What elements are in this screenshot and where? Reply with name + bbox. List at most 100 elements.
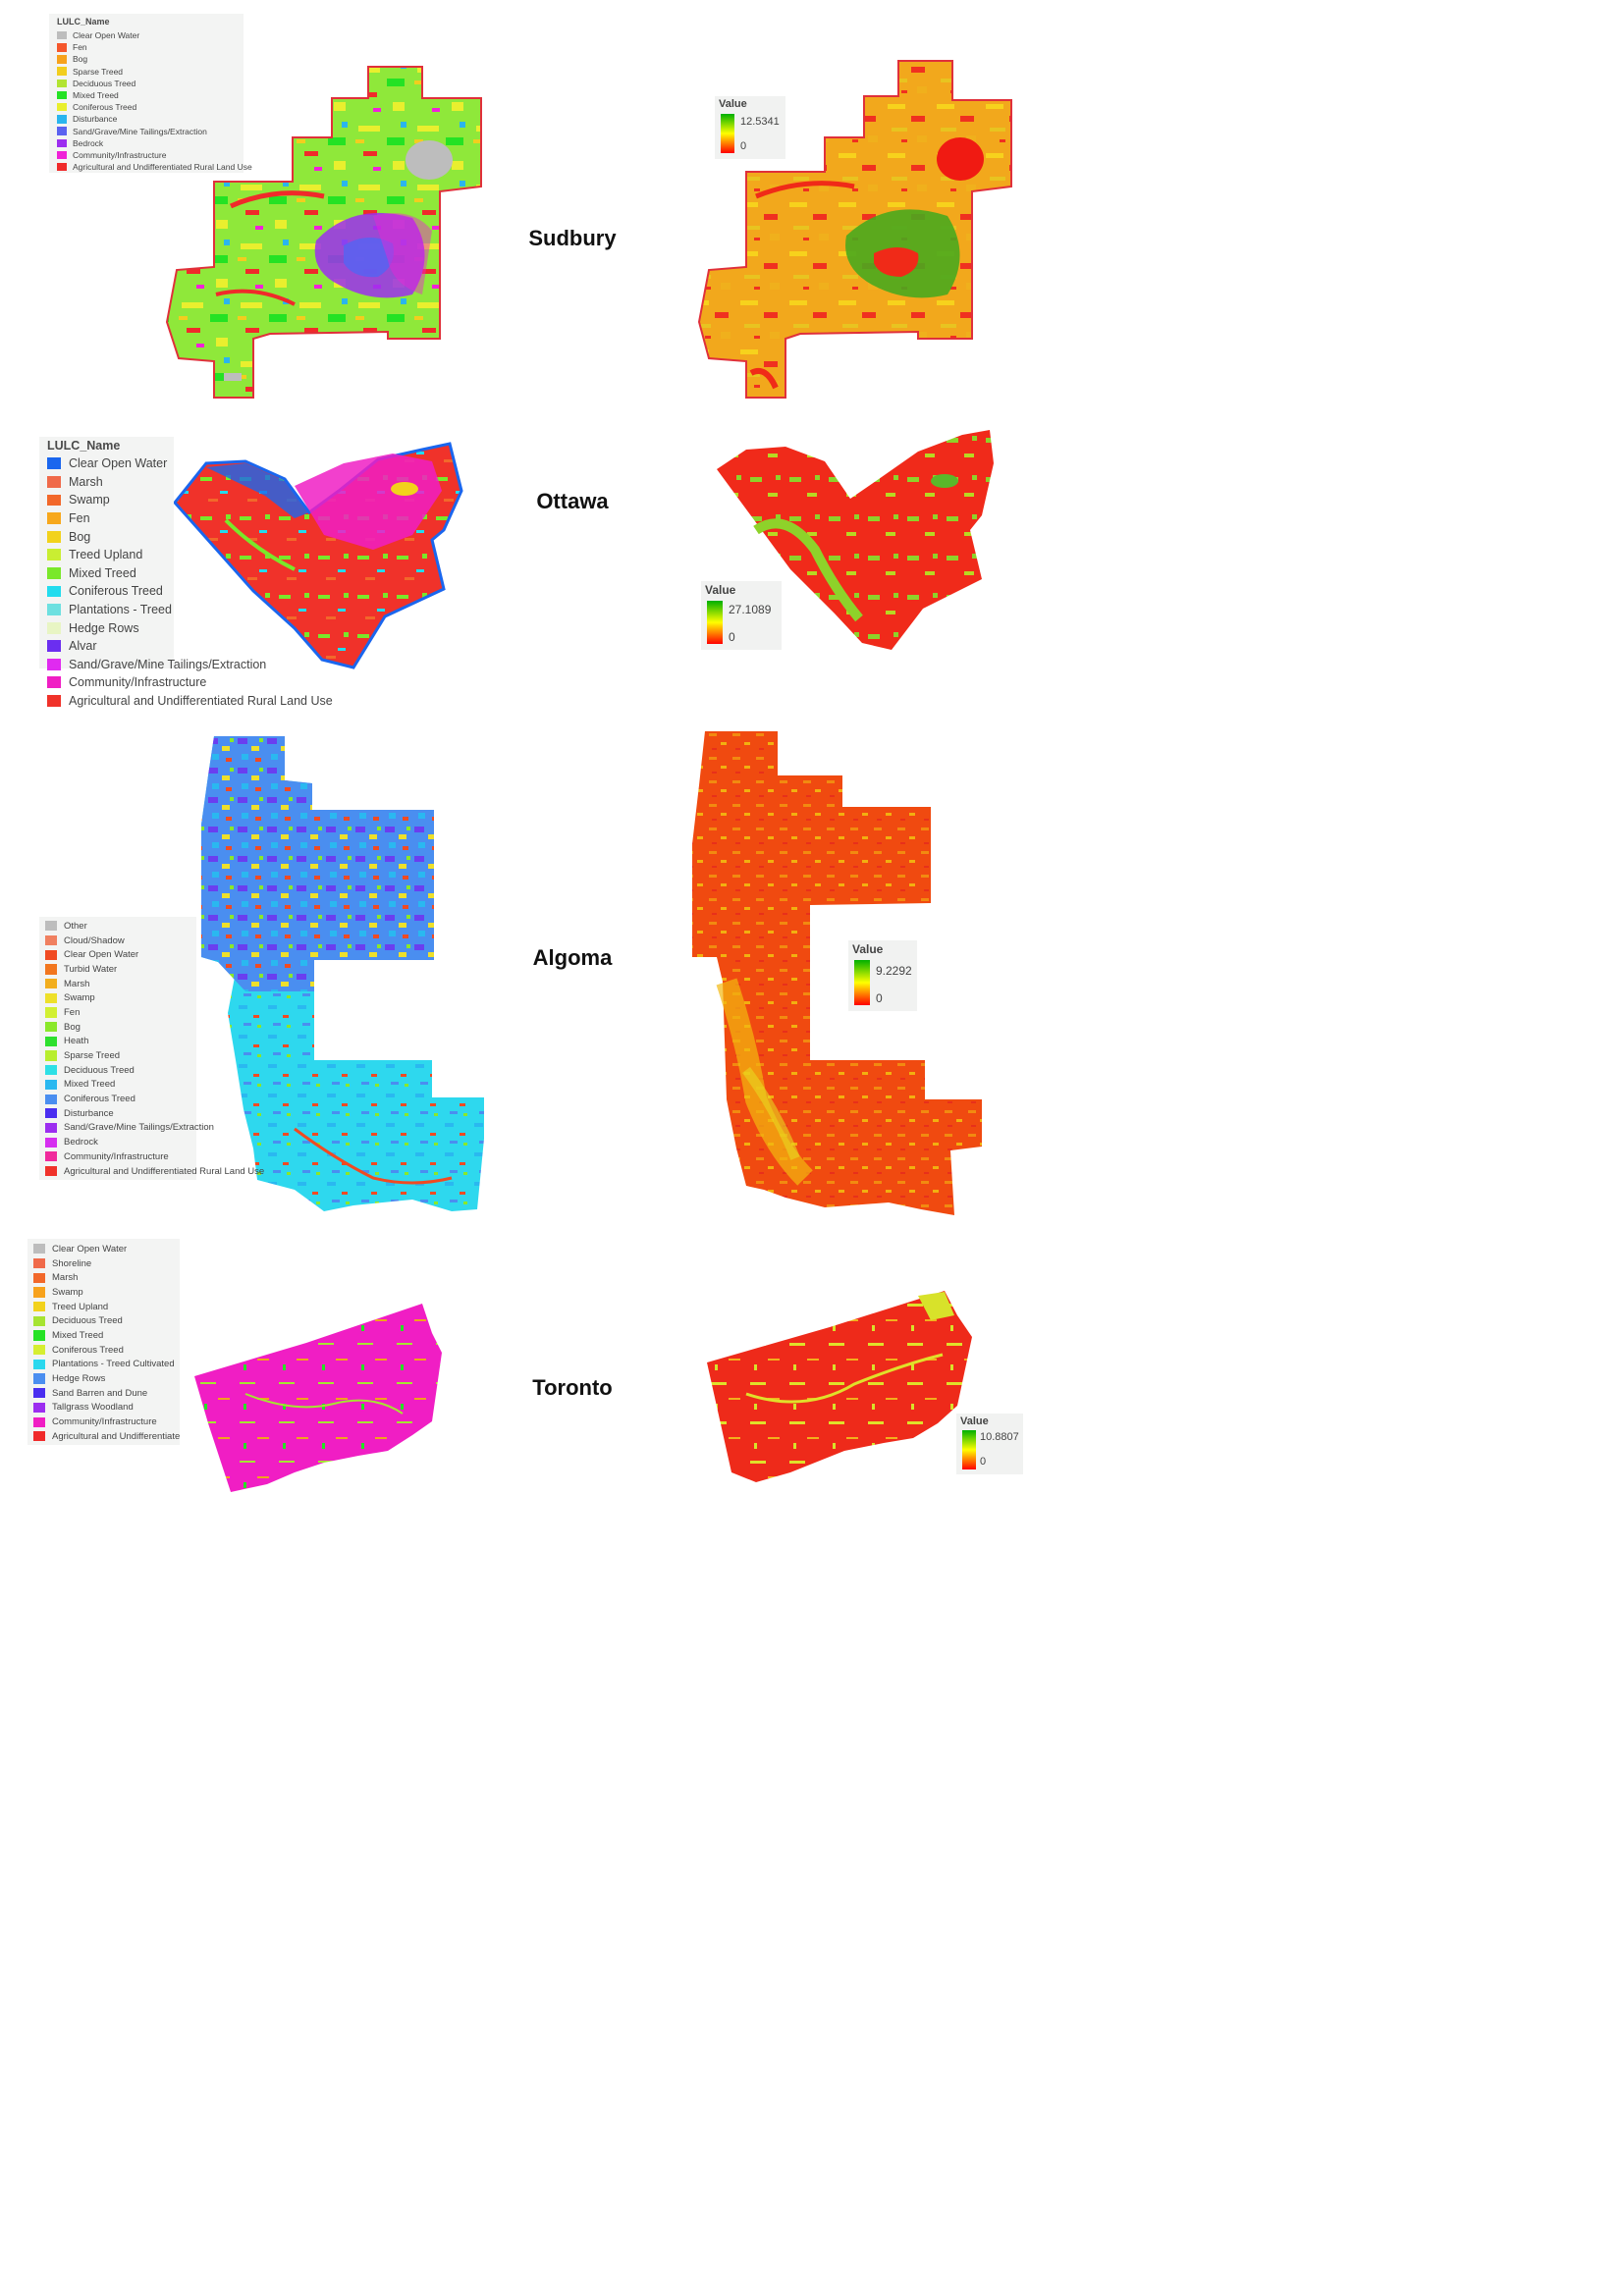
toronto-lulc-legend: Clear Open Water Shoreline Marsh Swamp Treed…	[27, 1239, 180, 1445]
legend-label: Mixed Treed	[64, 1079, 116, 1091]
legend-swatch	[33, 1359, 45, 1369]
legend-label: Marsh	[52, 1272, 79, 1284]
legend-label: Coniferous Treed	[52, 1344, 124, 1356]
legend-label: Clear Open Water	[73, 30, 140, 41]
legend-swatch	[45, 1094, 57, 1104]
legend-label: Disturbance	[64, 1107, 114, 1119]
legend-swatch	[47, 585, 61, 598]
legend-item: Plantations - Treed Cultivated	[33, 1358, 176, 1372]
legend-swatch	[33, 1373, 45, 1384]
legend-label: Clear Open Water	[69, 456, 168, 471]
legend-item: Turbid Water	[45, 962, 192, 977]
legend-item: Community/Infrastructure	[57, 149, 240, 161]
legend-label: Clear Open Water	[52, 1243, 128, 1255]
legend-swatch	[45, 1165, 57, 1177]
value-color-ramp	[854, 960, 870, 1005]
legend-label: Fen	[73, 42, 87, 53]
legend-swatch	[45, 1007, 57, 1018]
legend-item: Coniferous Treed	[45, 1092, 192, 1106]
legend-swatch	[57, 162, 67, 172]
legend-label: Fen	[69, 511, 90, 526]
legend-swatch	[45, 1022, 57, 1033]
legend-label: Swamp	[69, 493, 110, 507]
legend-swatch	[47, 621, 61, 634]
legend-item: Treed Upland	[47, 546, 170, 564]
legend-item: Fen	[57, 41, 240, 53]
legend-swatch	[33, 1345, 45, 1356]
legend-label: Sand/Grave/Mine Tailings/Extraction	[64, 1122, 214, 1134]
legend-swatch	[33, 1431, 45, 1442]
legend-item: Bog	[57, 53, 240, 65]
legend-swatch	[33, 1416, 45, 1427]
legend-item: Swamp	[33, 1285, 176, 1300]
legend-item: Sand/Grave/Mine Tailings/Extraction	[47, 656, 266, 674]
toronto-value-legend: Value 10.8807 0	[956, 1414, 1023, 1474]
legend-swatch	[57, 79, 67, 88]
legend-item: Agricultural and Undifferentiated Rural …	[57, 161, 252, 173]
legend-label: Mixed Treed	[52, 1329, 104, 1341]
legend-label: Sparse Treed	[64, 1050, 121, 1062]
legend-label: Sparse Treed	[73, 66, 124, 77]
legend-label: Sand Barren and Dune	[52, 1387, 148, 1399]
legend-swatch	[57, 43, 67, 52]
sudbury-lulc-map	[165, 66, 482, 399]
legend-swatch	[57, 55, 67, 64]
legend-item: Sparse Treed	[57, 66, 240, 78]
legend-label: Cloud/Shadow	[64, 934, 125, 946]
value-legend-min: 0	[980, 1456, 987, 1468]
legend-item: Bog	[45, 1020, 192, 1035]
legend-swatch	[33, 1272, 45, 1283]
legend-label: Agricultural and Undifferentiated Rural …	[69, 694, 333, 709]
legend-label: Alvar	[69, 639, 97, 654]
legend-item: Alvar	[47, 637, 170, 656]
legend-swatch	[33, 1244, 45, 1255]
legend-label: Treed Upland	[69, 548, 143, 562]
legend-item: Clear Open Water	[45, 947, 192, 962]
value-color-ramp	[707, 601, 723, 644]
legend-item: Marsh	[47, 473, 170, 492]
legend-item: Agricultural and Undifferentiated Rural …	[45, 1164, 264, 1179]
legend-swatch	[33, 1330, 45, 1341]
legend-swatch	[57, 67, 67, 76]
legend-label: Agricultural and Undifferentiated Rural …	[64, 1165, 265, 1177]
legend-item: Hedge Rows	[47, 618, 170, 637]
legend-item: Agricultural and Undifferentiate	[33, 1429, 180, 1444]
legend-label: Marsh	[69, 474, 103, 489]
legend-swatch	[45, 921, 57, 932]
legend-label: Bog	[64, 1021, 81, 1033]
sudbury-lulc-legend: LULC_Name Clear Open Water Fen Bog Sparse T…	[49, 14, 252, 173]
legend-item: Deciduous Treed	[45, 1063, 192, 1078]
legend-item: Hedge Rows	[33, 1371, 176, 1386]
value-legend-min: 0	[729, 630, 735, 644]
legend-swatch	[33, 1302, 45, 1312]
legend-label: Heath	[64, 1036, 89, 1047]
legend-item: Sand Barren and Dune	[33, 1386, 176, 1401]
legend-swatch	[33, 1402, 45, 1413]
legend-label: Agricultural and Undifferentiated Rural …	[73, 162, 252, 173]
legend-swatch	[57, 30, 67, 40]
value-legend-title: Value	[705, 583, 736, 597]
legend-item: Bedrock	[57, 137, 240, 149]
legend-item: Plantations - Treed	[47, 601, 172, 619]
legend-item: Mixed Treed	[57, 89, 240, 101]
legend-item: Mixed Treed	[45, 1078, 192, 1093]
legend-label: Sand/Grave/Mine Tailings/Extraction	[69, 657, 267, 671]
legend-item: Fen	[47, 509, 170, 528]
legend-swatch	[47, 549, 61, 561]
legend-label: Swamp	[64, 992, 95, 1004]
legend-item: Clear Open Water	[33, 1242, 176, 1256]
legend-swatch	[45, 1108, 57, 1119]
legend-label: Coniferous Treed	[73, 102, 137, 113]
legend-item: Marsh	[33, 1270, 176, 1285]
legend-swatch	[45, 1065, 57, 1076]
legend-label: Sand/Grave/Mine Tailings/Extraction	[73, 126, 207, 136]
legend-item: Sand/Grave/Mine Tailings/Extraction	[57, 126, 240, 137]
legend-item: Coniferous Treed	[33, 1343, 176, 1358]
legend-label: Clear Open Water	[64, 949, 139, 961]
city-label-toronto: Toronto	[532, 1375, 613, 1400]
legend-label: Mixed Treed	[73, 90, 119, 101]
legend-swatch	[45, 1036, 57, 1046]
legend-item: Swamp	[47, 491, 170, 509]
legend-swatch	[45, 1079, 57, 1090]
legend-swatch	[45, 1122, 57, 1134]
